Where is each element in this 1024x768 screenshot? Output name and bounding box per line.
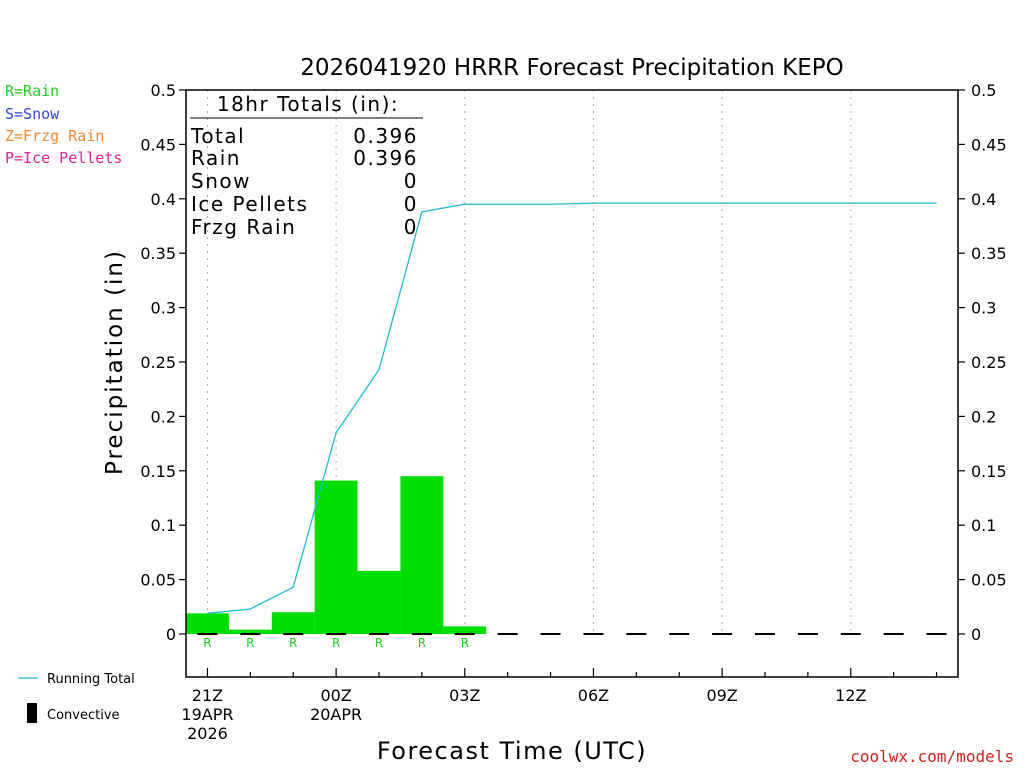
totals-value-total: 0.396 xyxy=(353,124,418,148)
y-tick-label-left-5: 0.25 xyxy=(140,353,176,372)
totals-value-snow: 0 xyxy=(404,169,418,193)
running-total-series xyxy=(207,202,937,614)
totals-value-frzg-rain: 0 xyxy=(404,215,418,239)
convective-swatch xyxy=(27,703,37,723)
totals-label-ice-pellets: Ice Pellets xyxy=(191,192,308,216)
running-total-legend-label: Running Total xyxy=(47,672,135,687)
precip-type-3: R xyxy=(332,636,340,650)
precip-bar-4 xyxy=(357,570,401,634)
precip-bar-6 xyxy=(443,626,487,634)
x-tick-label-0: 21Z xyxy=(192,686,223,705)
precip-type-legend: R=Rain S=Snow Z=Frzg Rain P=Ice Pellets xyxy=(5,82,122,167)
x-axis-label: Forecast Time (UTC) xyxy=(377,737,647,765)
x-tick-date-0: 19APR xyxy=(181,705,233,724)
precip-bar-2 xyxy=(271,612,315,634)
precip-bar-5 xyxy=(400,476,444,634)
precip-type-4: R xyxy=(375,636,383,650)
plot-frame xyxy=(185,89,959,678)
precip-type-0: R xyxy=(203,636,211,650)
series-legend: Running Total Convective xyxy=(18,672,135,723)
y-tick-label-right-0: 0 xyxy=(971,625,981,644)
totals-label-snow: Snow xyxy=(191,169,251,193)
totals-value-ice-pellets: 0 xyxy=(404,192,418,216)
grid-lines xyxy=(206,90,852,634)
type-legend-snow: S=Snow xyxy=(5,105,60,123)
x-tick-label-2: 03Z xyxy=(449,686,480,705)
y-tick-label-right-6: 0.3 xyxy=(971,299,996,318)
precip-bar-3 xyxy=(314,480,358,634)
precip-bar-0 xyxy=(186,613,229,634)
y-axis-right: 0 0.05 0.1 0.15 0.2 0.25 0.3 0.35 0.4 0.45 0.5 xyxy=(958,81,1007,644)
totals-label-total: Total xyxy=(190,124,245,148)
y-tick-label-right-7: 0.35 xyxy=(971,244,1007,263)
y-tick-label-left-9: 0.45 xyxy=(140,135,176,154)
type-legend-ice-pellets: P=Ice Pellets xyxy=(5,149,122,167)
y-tick-label-left-3: 0.15 xyxy=(140,462,176,481)
x-tick-label-5: 12Z xyxy=(835,686,866,705)
y-tick-label-left-7: 0.35 xyxy=(140,244,176,263)
precip-type-2: R xyxy=(289,636,297,650)
y-tick-label-right-10: 0.5 xyxy=(971,81,996,100)
y-tick-label-right-3: 0.15 xyxy=(971,462,1007,481)
running-total-line xyxy=(207,202,937,614)
y-tick-label-left-4: 0.2 xyxy=(151,407,176,426)
x-tick-label-3: 06Z xyxy=(578,686,609,705)
totals-heading: 18hr Totals (in): xyxy=(217,92,399,116)
y-tick-label-left-8: 0.4 xyxy=(151,190,176,209)
precip-type-6: R xyxy=(461,636,469,650)
totals-value-rain: 0.396 xyxy=(353,146,418,170)
y-tick-label-left-0: 0 xyxy=(166,625,176,644)
x-tick-year-0: 2026 xyxy=(187,724,228,743)
y-tick-label-left-2: 0.1 xyxy=(151,516,176,535)
type-legend-frzg-rain: Z=Frzg Rain xyxy=(5,127,104,145)
y-tick-label-right-9: 0.45 xyxy=(971,135,1007,154)
totals-label-frzg-rain: Frzg Rain xyxy=(191,215,296,239)
y-tick-label-left-1: 0.05 xyxy=(140,571,176,590)
y-tick-label-right-2: 0.1 xyxy=(971,516,996,535)
y-axis-left: 0 0.05 0.1 0.15 0.2 0.25 0.3 0.35 0.4 0.45 0.5 xyxy=(140,81,186,644)
x-tick-label-4: 09Z xyxy=(706,686,737,705)
y-tick-label-left-6: 0.3 xyxy=(151,299,176,318)
y-tick-label-left-10: 0.5 xyxy=(151,81,176,100)
y-tick-label-right-8: 0.4 xyxy=(971,190,996,209)
precip-type-5: R xyxy=(418,636,426,650)
y-tick-label-right-4: 0.2 xyxy=(971,407,996,426)
y-axis-label: Precipitation (in) xyxy=(102,249,128,475)
type-legend-rain: R=Rain xyxy=(5,82,59,100)
precip-bars xyxy=(186,476,487,634)
totals-label-rain: Rain xyxy=(191,146,241,170)
convective-legend-label: Convective xyxy=(47,708,120,723)
totals-box: 18hr Totals (in): Total 0.396 Rain 0.396… xyxy=(190,92,423,239)
precip-type-1: R xyxy=(246,636,254,650)
credit-text: coolwx.com/models xyxy=(850,747,1014,766)
y-tick-label-right-1: 0.05 xyxy=(971,571,1007,590)
chart-title: 2026041920 HRRR Forecast Precipitation K… xyxy=(300,55,844,81)
y-tick-label-right-5: 0.25 xyxy=(971,353,1007,372)
x-tick-date-1: 20APR xyxy=(310,705,362,724)
x-tick-label-1: 00Z xyxy=(320,686,351,705)
precip-bar-1 xyxy=(228,629,272,634)
